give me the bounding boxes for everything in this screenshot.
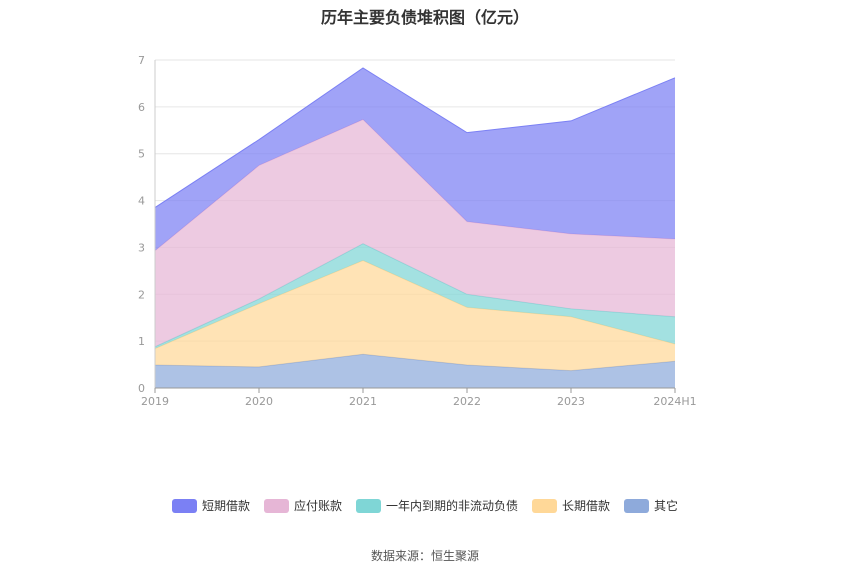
y-tick-label: 0 (138, 382, 145, 395)
x-tick-label: 2020 (245, 395, 273, 408)
area-其它 (155, 354, 675, 388)
y-tick-label: 7 (138, 54, 145, 67)
area-edge-短期借款 (154, 67, 676, 209)
x-tick-label: 2021 (349, 395, 377, 408)
legend-item[interactable]: 一年内到期的非流动负债 (355, 497, 518, 514)
legend-label: 一年内到期的非流动负债 (385, 499, 518, 513)
legend-swatch (171, 498, 197, 513)
legend-swatch (355, 498, 381, 513)
area-短期借款 (155, 67, 675, 251)
y-tick-label: 3 (138, 241, 145, 254)
y-tick-label: 2 (138, 288, 145, 301)
x-tick-label: 2024H1 (653, 395, 696, 408)
x-tick-label: 2023 (557, 395, 585, 408)
y-tick-label: 6 (138, 101, 145, 114)
legend-swatch (624, 498, 650, 513)
y-tick-label: 4 (138, 195, 145, 208)
legend-label: 短期借款 (201, 499, 250, 513)
y-tick-label: 1 (138, 335, 145, 348)
area-应付账款 (155, 119, 675, 347)
legend-label: 长期借款 (562, 499, 611, 513)
legend-item[interactable]: 短期借款 (171, 497, 250, 514)
x-tick-label: 2022 (453, 395, 481, 408)
stacked-area-chart: 0 1 2 3 4 5 6 7 2019 2020 2021 2022 2023 2024H1 (138, 54, 697, 408)
legend-item[interactable]: 其它 (624, 497, 678, 514)
chart-legend: 短期借款 应付账款 一年内到期的非流动负债 长期借款 其它 (0, 497, 850, 514)
area-长期借款 (155, 260, 675, 371)
legend-label: 其它 (654, 499, 679, 513)
y-tick-label: 5 (138, 148, 145, 161)
legend-swatch (532, 498, 557, 513)
data-source-note: 数据来源：恒生聚源 (370, 549, 479, 563)
legend-label: 应付账款 (293, 499, 342, 513)
legend-item[interactable]: 长期借款 (532, 497, 610, 514)
legend-item[interactable]: 应付账款 (263, 497, 342, 514)
x-tick-label: 2019 (141, 395, 169, 408)
legend-swatch (263, 498, 289, 513)
chart-title: 历年主要负债堆积图（亿元） (320, 8, 529, 27)
